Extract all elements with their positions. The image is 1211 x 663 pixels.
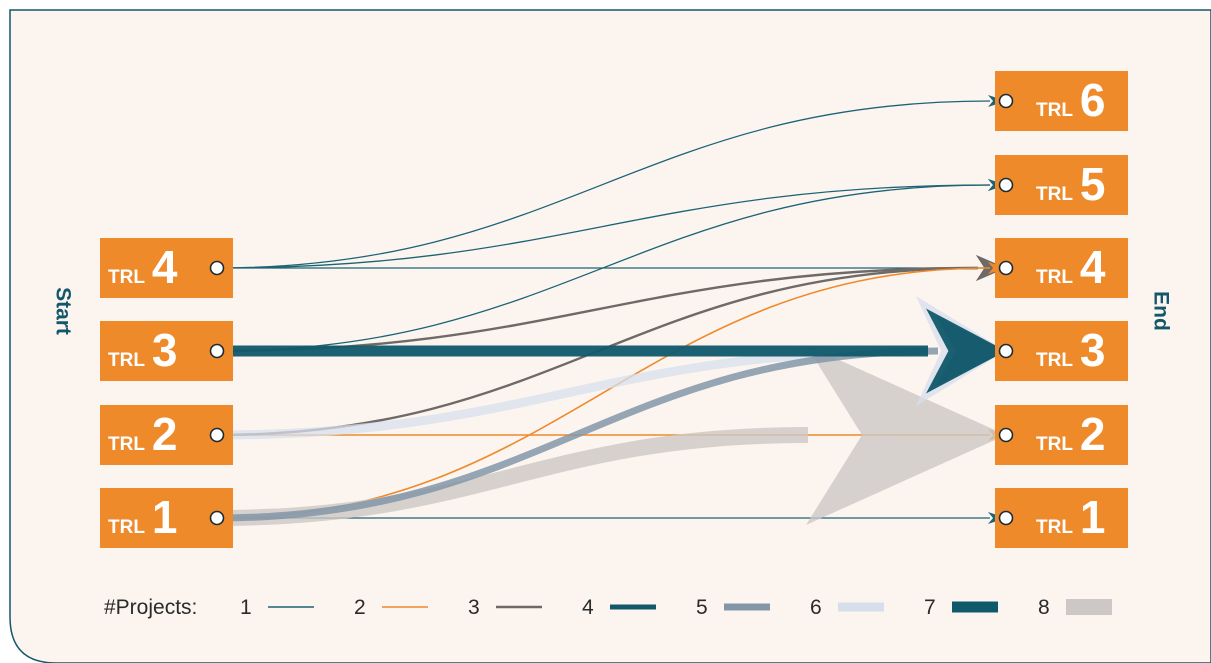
start-node-trl-1 <box>209 510 225 526</box>
arrow-head <box>976 255 1006 281</box>
end-node-trl-6 <box>998 93 1014 109</box>
box-label: TRL 5 <box>1036 158 1105 210</box>
legend-count: 1 <box>240 596 252 619</box>
arrow-head <box>926 308 1006 394</box>
end-box-trl-3: TRL 3 <box>995 321 1128 381</box>
end-node-trl-4 <box>998 260 1014 276</box>
box-label: TRL 1 <box>1036 491 1105 543</box>
legend-item-1: 1 <box>240 596 314 619</box>
box-background <box>995 71 1128 131</box>
start-node-trl-2 <box>209 427 225 443</box>
legend-item-8: 8 <box>1038 596 1112 619</box>
arrow-head <box>806 345 1006 525</box>
legend-count: 6 <box>810 596 822 619</box>
box-prefix: TRL <box>1036 350 1078 371</box>
end-box-trl-4: TRL 4 <box>995 238 1128 298</box>
end-node-trl-3 <box>998 343 1014 359</box>
legend-item-2: 2 <box>354 596 428 619</box>
box-label: TRL 6 <box>1036 74 1105 126</box>
connection-nodes <box>209 93 1014 526</box>
arrow-shaft <box>216 184 991 269</box>
box-label: TRL 3 <box>108 324 177 376</box>
box-level: 6 <box>1080 74 1106 126</box>
box-prefix: TRL <box>108 434 150 455</box>
end-node-trl-5 <box>998 177 1014 193</box>
legend-item-5: 5 <box>696 596 770 619</box>
end-node-trl-1 <box>998 510 1014 526</box>
start-node-trl-3 <box>209 343 225 359</box>
box-level: 3 <box>1080 324 1106 376</box>
box-prefix: TRL <box>1036 100 1078 121</box>
legend-item-4: 4 <box>582 596 656 619</box>
box-background <box>995 238 1128 298</box>
box-prefix: TRL <box>108 267 150 288</box>
box-label: TRL 4 <box>108 241 178 293</box>
box-background <box>995 488 1128 548</box>
legend-count: 7 <box>924 596 936 619</box>
box-level: 1 <box>152 491 178 543</box>
end-axis-label: End <box>1149 291 1172 331</box>
box-background <box>995 155 1128 215</box>
box-prefix: TRL <box>1036 267 1078 288</box>
box-prefix: TRL <box>108 350 150 371</box>
box-background <box>995 405 1128 465</box>
legend-item-7: 7 <box>924 596 998 619</box>
box-label: TRL 2 <box>108 408 177 460</box>
end-box-trl-5: TRL 5 <box>995 155 1128 215</box>
start-node-trl-4 <box>209 260 225 276</box>
end-node-trl-2 <box>998 427 1014 443</box>
box-prefix: TRL <box>1036 184 1078 205</box>
transition-arrow-trl3-to-trl3 <box>216 308 1006 394</box>
end-box-trl-2: TRL 2 <box>995 405 1128 465</box>
box-level: 2 <box>152 408 178 460</box>
start-box-trl-3: TRL 3 <box>100 321 233 381</box>
legend-count: 3 <box>468 596 480 619</box>
end-box-trl-1: TRL 1 <box>995 488 1128 548</box>
panel-background <box>9 9 1211 663</box>
box-prefix: TRL <box>108 517 150 538</box>
box-level: 4 <box>152 241 178 293</box>
legend-item-3: 3 <box>468 596 542 619</box>
box-background <box>995 321 1128 381</box>
legend-count: 2 <box>354 596 366 619</box>
start-axis-label: Start <box>51 287 74 335</box>
box-level: 4 <box>1080 241 1106 293</box>
box-level: 5 <box>1080 158 1106 210</box>
box-label: TRL 3 <box>1036 324 1105 376</box>
box-label: TRL 4 <box>1036 241 1106 293</box>
start-box-trl-2: TRL 2 <box>100 405 233 465</box>
box-label: TRL 1 <box>108 491 177 543</box>
arrow-shaft <box>216 100 991 269</box>
legend-count: 5 <box>696 596 708 619</box>
box-level: 2 <box>1080 408 1106 460</box>
end-box-trl-6: TRL 6 <box>995 71 1128 131</box>
legend-item-6: 6 <box>810 596 884 619</box>
legend-count: 4 <box>582 596 594 619</box>
arrow-shaft <box>216 184 991 352</box>
transition-arrows <box>216 95 1006 526</box>
arrow-shaft <box>216 347 939 522</box>
box-prefix: TRL <box>1036 517 1078 538</box>
box-label: TRL 2 <box>1036 408 1105 460</box>
legend-title: #Projects: <box>104 596 197 619</box>
box-prefix: TRL <box>1036 434 1078 455</box>
legend-count: 8 <box>1038 596 1050 619</box>
legend: #Projects: 1 2 3 4 5 6 7 8 <box>104 596 1112 619</box>
box-level: 3 <box>152 324 178 376</box>
box-level: 1 <box>1080 491 1106 543</box>
